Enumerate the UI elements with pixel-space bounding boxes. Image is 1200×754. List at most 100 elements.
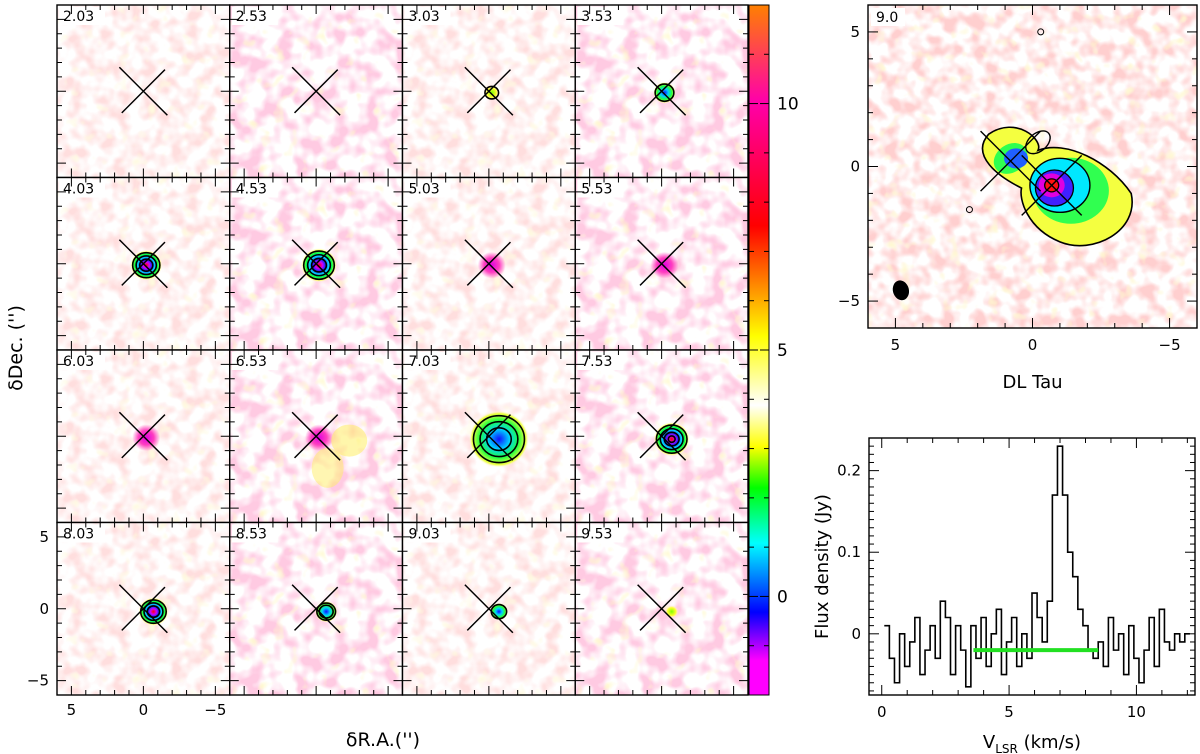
panel-ticks [402, 350, 576, 523]
channel-panel: 8.03 [56, 521, 231, 696]
y-tick-label: −5 [27, 672, 49, 690]
contour-line [667, 435, 676, 444]
channel-panel: 7.03 [401, 349, 576, 524]
label-box [59, 7, 105, 25]
emission-blob [483, 85, 500, 101]
channel-velocity-label: 7.03 [409, 354, 440, 370]
star-cross-line [293, 586, 339, 631]
channel-map-grid: 2.03 2.53 3.03 3.53 4.03 4.53 5.03 5.53 6.03 6.53… [27, 4, 749, 719]
channel-panel: 6.03 [56, 349, 231, 524]
emission-blue [1004, 148, 1029, 169]
star-cross-line [121, 69, 166, 114]
contour-line [484, 85, 500, 100]
contour-line [143, 602, 164, 622]
label-box [59, 524, 105, 543]
star-cross-line [639, 69, 684, 114]
channel-velocity-label: 3.03 [409, 9, 440, 25]
colorbar-tick-label: 0 [777, 587, 788, 607]
panel-ticks [575, 177, 748, 350]
colorbar: 0 5 10 [748, 4, 799, 696]
map-caption: DL Tau [1002, 372, 1062, 393]
channel-panel: 4.53 [229, 176, 404, 351]
star-cross-line [639, 414, 684, 459]
label-box [577, 524, 624, 543]
panel-ticks [402, 522, 576, 695]
x-tick-label: 5 [1004, 703, 1014, 721]
channel-velocity-label: 7.53 [581, 354, 612, 370]
emission-blob [477, 251, 506, 279]
contour-line [131, 251, 161, 279]
emission-blob [650, 251, 679, 279]
star-cross-line [466, 241, 512, 286]
star-cross-line [1021, 154, 1083, 216]
label-box [59, 352, 105, 370]
x-tick-label: −5 [1159, 336, 1181, 354]
panel-ticks [575, 522, 748, 695]
star-cross-line [293, 241, 339, 286]
channel-panel: 3.03 [401, 4, 576, 179]
x-tick-label: 0 [1028, 336, 1038, 354]
label-box [577, 352, 624, 370]
map-label: 9.0 [876, 10, 898, 26]
x-tick-label: 10 [1127, 703, 1146, 721]
contour-line [306, 253, 332, 277]
channel-velocity-label: 8.53 [236, 527, 267, 543]
contour-line [472, 414, 526, 464]
channel-velocity-label: 5.03 [409, 182, 440, 198]
contour-line [1037, 28, 1045, 36]
emission-blob [315, 601, 338, 623]
star-cross-line [121, 586, 166, 631]
x-tick-label: −5 [204, 701, 226, 719]
contour-line [135, 255, 158, 276]
yellow-patch [331, 424, 368, 457]
integrated-map: 9.0 5 0 −5 5 0 −5 DL Tau [838, 4, 1198, 393]
grid-tick-labels: 5 0 −5 5 0 −5 [27, 528, 227, 719]
emission-blob [653, 82, 676, 104]
channel-panel: 9.03 [401, 521, 576, 696]
y-tick-label: 0 [39, 600, 49, 618]
y-axis-title: δDec. ('') [5, 305, 27, 391]
panel-ticks [57, 350, 230, 523]
contour-line [302, 250, 336, 281]
channel-panel: 2.53 [229, 4, 404, 179]
panel-ticks [229, 350, 403, 523]
panel-frame [574, 521, 749, 696]
star-cross-line [639, 586, 684, 631]
star-cross-line [466, 586, 512, 631]
map-frame [867, 4, 1198, 329]
contour-line [479, 420, 519, 458]
channel-velocity-label: 3.53 [581, 9, 612, 25]
star-cross-line [980, 130, 1042, 192]
contour-line [965, 206, 973, 214]
channel-velocity-label: 5.53 [581, 182, 612, 198]
label-box [59, 179, 105, 198]
panel-ticks [229, 5, 403, 178]
colorbar-tick-label: 5 [777, 341, 788, 361]
contour-line [1025, 130, 1051, 155]
contour-line [138, 258, 154, 273]
channel-velocity-label: 6.53 [236, 354, 267, 370]
contour-line [310, 257, 328, 273]
panel-ticks [229, 177, 403, 350]
panel-ticks [57, 5, 230, 178]
yellow-patch [311, 447, 344, 488]
channel-panel: 4.03 [56, 176, 231, 351]
y-tick-label: 0 [850, 158, 860, 176]
channel-velocity-label: 9.03 [409, 527, 440, 543]
contour-line [654, 83, 675, 103]
panel-ticks [402, 177, 576, 350]
channel-velocity-label: 4.53 [236, 182, 267, 198]
colorbar-tick-label: 10 [777, 95, 799, 115]
channel-velocity-label: 9.53 [581, 527, 612, 543]
channel-velocity-label: 8.03 [63, 527, 94, 543]
label-box [231, 352, 278, 370]
emission-blob [664, 604, 679, 619]
label-box [231, 179, 278, 198]
star-cross-line [466, 69, 512, 114]
channel-panel: 5.03 [401, 176, 576, 351]
emission-blob [132, 424, 161, 451]
spectrum-x-title: VLSR (km/s) [983, 732, 1081, 754]
channel-panel: 8.53 [229, 521, 404, 696]
channel-velocity-label: 2.53 [236, 9, 267, 25]
